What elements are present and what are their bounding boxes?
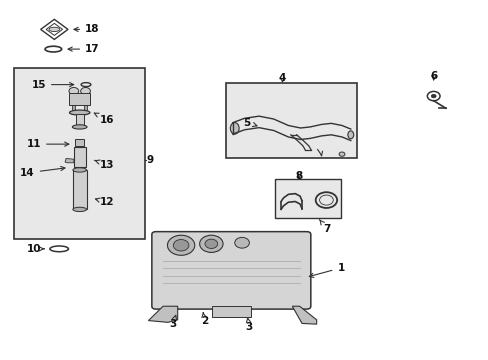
Text: 12: 12 (95, 197, 114, 207)
Circle shape (338, 152, 344, 156)
Ellipse shape (72, 125, 87, 129)
Polygon shape (83, 105, 87, 110)
Text: 15: 15 (31, 80, 74, 90)
Ellipse shape (69, 110, 90, 115)
Polygon shape (72, 105, 75, 110)
Circle shape (234, 237, 249, 248)
Text: 9: 9 (147, 155, 154, 165)
Bar (69, 93, 90, 105)
Bar (14, 68, 145, 239)
Ellipse shape (49, 27, 60, 32)
Circle shape (69, 87, 79, 95)
Text: 11: 11 (26, 139, 69, 149)
Bar (74, 147, 85, 167)
Text: 10: 10 (26, 244, 44, 254)
Bar (75, 139, 84, 145)
Text: 17: 17 (68, 44, 100, 54)
Circle shape (81, 87, 90, 95)
Circle shape (199, 235, 223, 252)
Text: 3: 3 (245, 318, 252, 332)
Text: 13: 13 (94, 159, 114, 170)
Text: 1: 1 (309, 263, 344, 278)
Bar (73, 170, 86, 210)
Text: 5: 5 (243, 118, 257, 128)
Bar (274, 179, 340, 218)
Ellipse shape (230, 123, 239, 134)
Polygon shape (292, 306, 316, 324)
Bar (76, 114, 83, 126)
Text: 6: 6 (429, 71, 436, 81)
Ellipse shape (73, 168, 86, 172)
Text: 2: 2 (201, 312, 208, 325)
FancyBboxPatch shape (152, 231, 310, 309)
Polygon shape (148, 306, 177, 322)
Bar (225, 83, 356, 158)
Polygon shape (211, 306, 250, 317)
Text: 7: 7 (319, 220, 330, 234)
Polygon shape (65, 158, 74, 163)
Text: 8: 8 (295, 171, 302, 181)
Circle shape (204, 239, 217, 248)
Ellipse shape (73, 207, 86, 212)
Text: 3: 3 (169, 315, 176, 329)
Text: 14: 14 (20, 166, 65, 178)
Circle shape (173, 239, 188, 251)
Text: 18: 18 (74, 24, 100, 35)
Text: 4: 4 (278, 73, 285, 83)
Ellipse shape (347, 131, 353, 139)
Circle shape (167, 235, 194, 255)
Text: 16: 16 (94, 113, 114, 125)
Circle shape (430, 94, 435, 98)
